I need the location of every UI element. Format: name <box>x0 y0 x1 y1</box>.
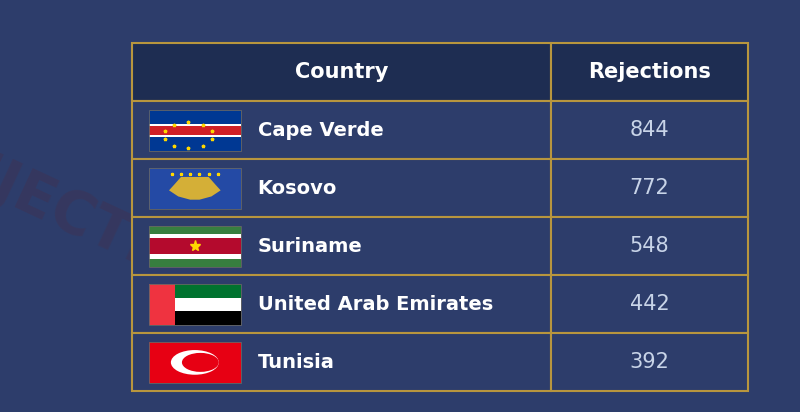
Text: 772: 772 <box>630 178 670 198</box>
Text: Cape Verde: Cape Verde <box>258 121 383 140</box>
Bar <box>149 124 241 126</box>
Bar <box>551 159 748 218</box>
Bar <box>149 284 174 325</box>
Bar <box>551 218 748 275</box>
Bar <box>149 126 241 135</box>
Text: 442: 442 <box>630 294 670 314</box>
Bar <box>132 333 551 391</box>
Bar <box>149 238 241 255</box>
Bar <box>551 101 748 159</box>
Bar <box>149 168 241 208</box>
Bar <box>149 110 241 124</box>
Bar <box>149 226 241 234</box>
Bar <box>132 159 551 218</box>
Text: 392: 392 <box>630 352 670 372</box>
Bar <box>551 333 748 391</box>
Bar <box>132 275 551 333</box>
Bar <box>149 135 241 137</box>
Polygon shape <box>169 177 221 200</box>
Circle shape <box>182 353 218 372</box>
Bar <box>132 218 551 275</box>
Bar <box>551 43 748 101</box>
Bar <box>149 168 241 208</box>
Bar <box>174 297 241 311</box>
Bar <box>132 43 551 101</box>
Bar <box>149 110 241 151</box>
Text: 844: 844 <box>630 120 670 140</box>
Bar <box>149 234 241 238</box>
Bar <box>149 255 241 258</box>
Bar <box>149 258 241 267</box>
Bar <box>551 275 748 333</box>
Text: Country: Country <box>294 62 388 82</box>
Text: 548: 548 <box>630 236 670 256</box>
Bar <box>149 342 241 383</box>
Text: REJECTED: REJECTED <box>512 221 736 356</box>
Text: Suriname: Suriname <box>258 237 362 256</box>
Bar <box>149 226 241 267</box>
Text: Rejections: Rejections <box>588 62 711 82</box>
Bar <box>174 284 241 297</box>
Bar <box>149 137 241 151</box>
Text: REJECTED: REJECTED <box>0 121 220 307</box>
Text: Kosovo: Kosovo <box>258 179 337 198</box>
Text: United Arab Emirates: United Arab Emirates <box>258 295 493 314</box>
Bar <box>149 110 241 151</box>
Bar <box>149 342 241 383</box>
Circle shape <box>171 350 218 375</box>
Bar <box>149 284 241 325</box>
Text: Tunisia: Tunisia <box>258 353 334 372</box>
Bar <box>174 311 241 325</box>
Bar <box>132 101 551 159</box>
